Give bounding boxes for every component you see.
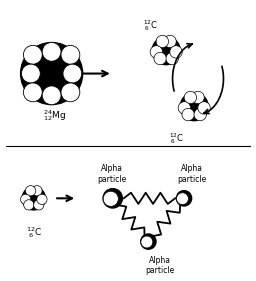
Circle shape: [26, 186, 36, 196]
Circle shape: [23, 83, 42, 102]
Circle shape: [192, 91, 204, 104]
Circle shape: [42, 42, 61, 61]
Circle shape: [23, 45, 42, 64]
Circle shape: [194, 108, 206, 121]
Circle shape: [63, 64, 82, 83]
Text: Alpha
particle: Alpha particle: [97, 164, 126, 183]
Circle shape: [150, 46, 163, 58]
Circle shape: [32, 186, 42, 196]
Circle shape: [177, 193, 188, 205]
Text: Alpha
particle: Alpha particle: [145, 256, 174, 275]
Circle shape: [170, 46, 182, 58]
Circle shape: [20, 194, 31, 205]
Circle shape: [37, 194, 47, 205]
Circle shape: [176, 191, 192, 206]
Circle shape: [156, 35, 168, 48]
Circle shape: [184, 91, 197, 104]
Circle shape: [166, 52, 178, 65]
Circle shape: [22, 64, 40, 83]
Circle shape: [61, 45, 80, 64]
Circle shape: [24, 200, 34, 210]
Circle shape: [164, 35, 176, 48]
Circle shape: [154, 52, 166, 65]
Circle shape: [61, 83, 80, 102]
Circle shape: [182, 108, 194, 121]
Circle shape: [198, 102, 210, 114]
Circle shape: [152, 37, 180, 65]
Circle shape: [103, 191, 118, 206]
Circle shape: [20, 42, 83, 105]
Circle shape: [141, 236, 153, 248]
Text: $^{12}_{\ 6}$C: $^{12}_{\ 6}$C: [26, 225, 42, 240]
Text: $^{12}_{\ 6}$C: $^{12}_{\ 6}$C: [169, 131, 184, 146]
Circle shape: [180, 93, 208, 121]
Circle shape: [34, 200, 44, 210]
Circle shape: [141, 234, 156, 249]
Circle shape: [22, 187, 45, 210]
Circle shape: [178, 102, 190, 114]
Text: $^{24}_{12}$Mg: $^{24}_{12}$Mg: [43, 108, 66, 123]
Text: Alpha
particle: Alpha particle: [177, 164, 206, 183]
Circle shape: [103, 189, 122, 208]
Text: $^{12}_{\ 6}$C: $^{12}_{\ 6}$C: [143, 18, 158, 33]
Circle shape: [42, 86, 61, 105]
